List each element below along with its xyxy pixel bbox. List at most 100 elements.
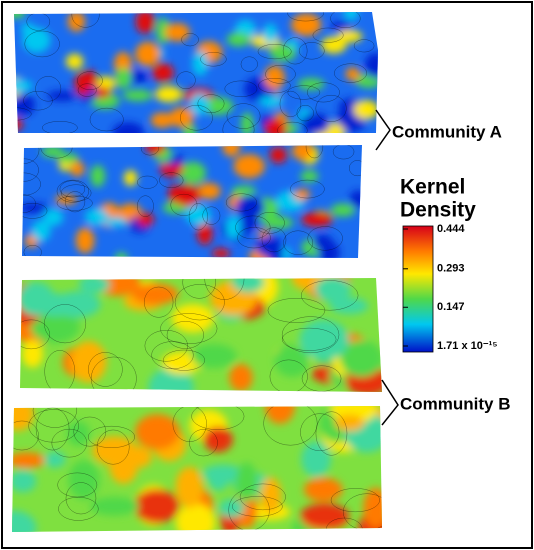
contour-line	[240, 56, 258, 72]
contour-line	[224, 80, 258, 97]
density-map	[12, 406, 382, 532]
density-blob	[131, 283, 179, 305]
density-blob	[148, 367, 194, 392]
contour-line	[334, 63, 367, 83]
density-blob	[12, 510, 37, 532]
contour-line	[239, 483, 286, 511]
contour-line	[315, 411, 348, 456]
density-blob	[115, 252, 128, 258]
contour-line	[235, 215, 271, 240]
contour-line	[96, 429, 130, 465]
density-blob	[190, 343, 237, 369]
density-blob	[231, 185, 257, 197]
density-blob	[14, 117, 23, 132]
density-blob	[314, 278, 351, 303]
density-blob	[337, 30, 363, 43]
density-blob	[231, 278, 265, 293]
contour-line	[258, 78, 291, 94]
density-blob	[90, 164, 106, 188]
density-blob	[89, 496, 140, 516]
density-blob	[21, 339, 44, 368]
contour-line	[197, 94, 225, 113]
contour-line	[279, 90, 302, 118]
contour-line	[300, 413, 340, 451]
density-blob	[14, 94, 36, 116]
contour-line	[22, 203, 48, 219]
contour-line	[137, 175, 158, 189]
density-blob	[46, 90, 77, 102]
community-label: Community B	[400, 394, 511, 413]
contour-line	[283, 230, 313, 255]
density-blob	[122, 89, 153, 102]
contour-line	[12, 420, 39, 451]
density-blob	[292, 145, 314, 161]
contour-line	[305, 145, 324, 159]
contour-line	[65, 482, 97, 515]
density-blob	[75, 227, 95, 254]
contour-line	[22, 145, 40, 164]
contour-line	[44, 350, 76, 392]
contour-line	[23, 90, 53, 111]
density-blob	[12, 469, 37, 493]
contour-line	[269, 359, 308, 392]
density-blob	[175, 466, 204, 508]
density-blob	[65, 53, 84, 70]
contour-line	[159, 172, 184, 188]
density-blob	[20, 281, 55, 316]
density-blob	[334, 414, 365, 432]
contour-line	[298, 42, 325, 60]
density-map	[22, 145, 362, 258]
density-blob	[235, 195, 265, 220]
contour-line	[180, 105, 213, 131]
contour-line	[315, 94, 347, 122]
density-blob	[222, 145, 241, 157]
contour-line	[172, 406, 207, 442]
density-blob	[226, 32, 251, 47]
density-blob	[312, 234, 333, 251]
contour-line	[330, 12, 361, 28]
contour-line	[42, 121, 78, 133]
density-blob	[196, 222, 213, 246]
density-blob	[300, 170, 319, 183]
contour-line	[23, 245, 42, 258]
density-blob	[297, 78, 325, 91]
contour-line	[137, 195, 154, 217]
contour-line	[174, 284, 225, 321]
density-blob	[137, 212, 155, 227]
contour-line	[281, 316, 340, 354]
contour-line	[144, 286, 174, 318]
density-blob	[145, 145, 166, 155]
brackets	[375, 109, 399, 426]
density-blob	[66, 421, 91, 447]
contour-line	[277, 121, 308, 133]
density-blob	[30, 310, 80, 344]
contour-line	[349, 160, 362, 177]
contour-line	[282, 37, 308, 65]
density-blob	[70, 341, 107, 383]
density-blob	[192, 51, 209, 76]
contour-line	[56, 179, 90, 203]
density-blob	[301, 211, 333, 227]
contour-line	[267, 298, 326, 323]
contour-line	[163, 349, 205, 371]
density-blob	[225, 215, 242, 240]
density-blob	[14, 79, 33, 93]
density-blob	[202, 464, 245, 484]
contour-line	[51, 428, 88, 458]
contour-line	[56, 195, 93, 211]
contour-line	[166, 321, 204, 349]
density-blob	[135, 414, 180, 450]
colorbar-tick-label: 0.147	[437, 301, 465, 313]
density-blob	[229, 363, 253, 392]
density-blob	[22, 202, 49, 213]
density-blob	[12, 452, 46, 469]
contour-line	[32, 406, 77, 428]
density-blobs	[22, 145, 362, 258]
contour-line	[257, 44, 292, 60]
density-blob	[300, 113, 331, 133]
contour-line	[44, 304, 87, 344]
contour-line	[160, 313, 218, 344]
density-blob	[134, 489, 179, 524]
contour-line	[59, 180, 86, 198]
